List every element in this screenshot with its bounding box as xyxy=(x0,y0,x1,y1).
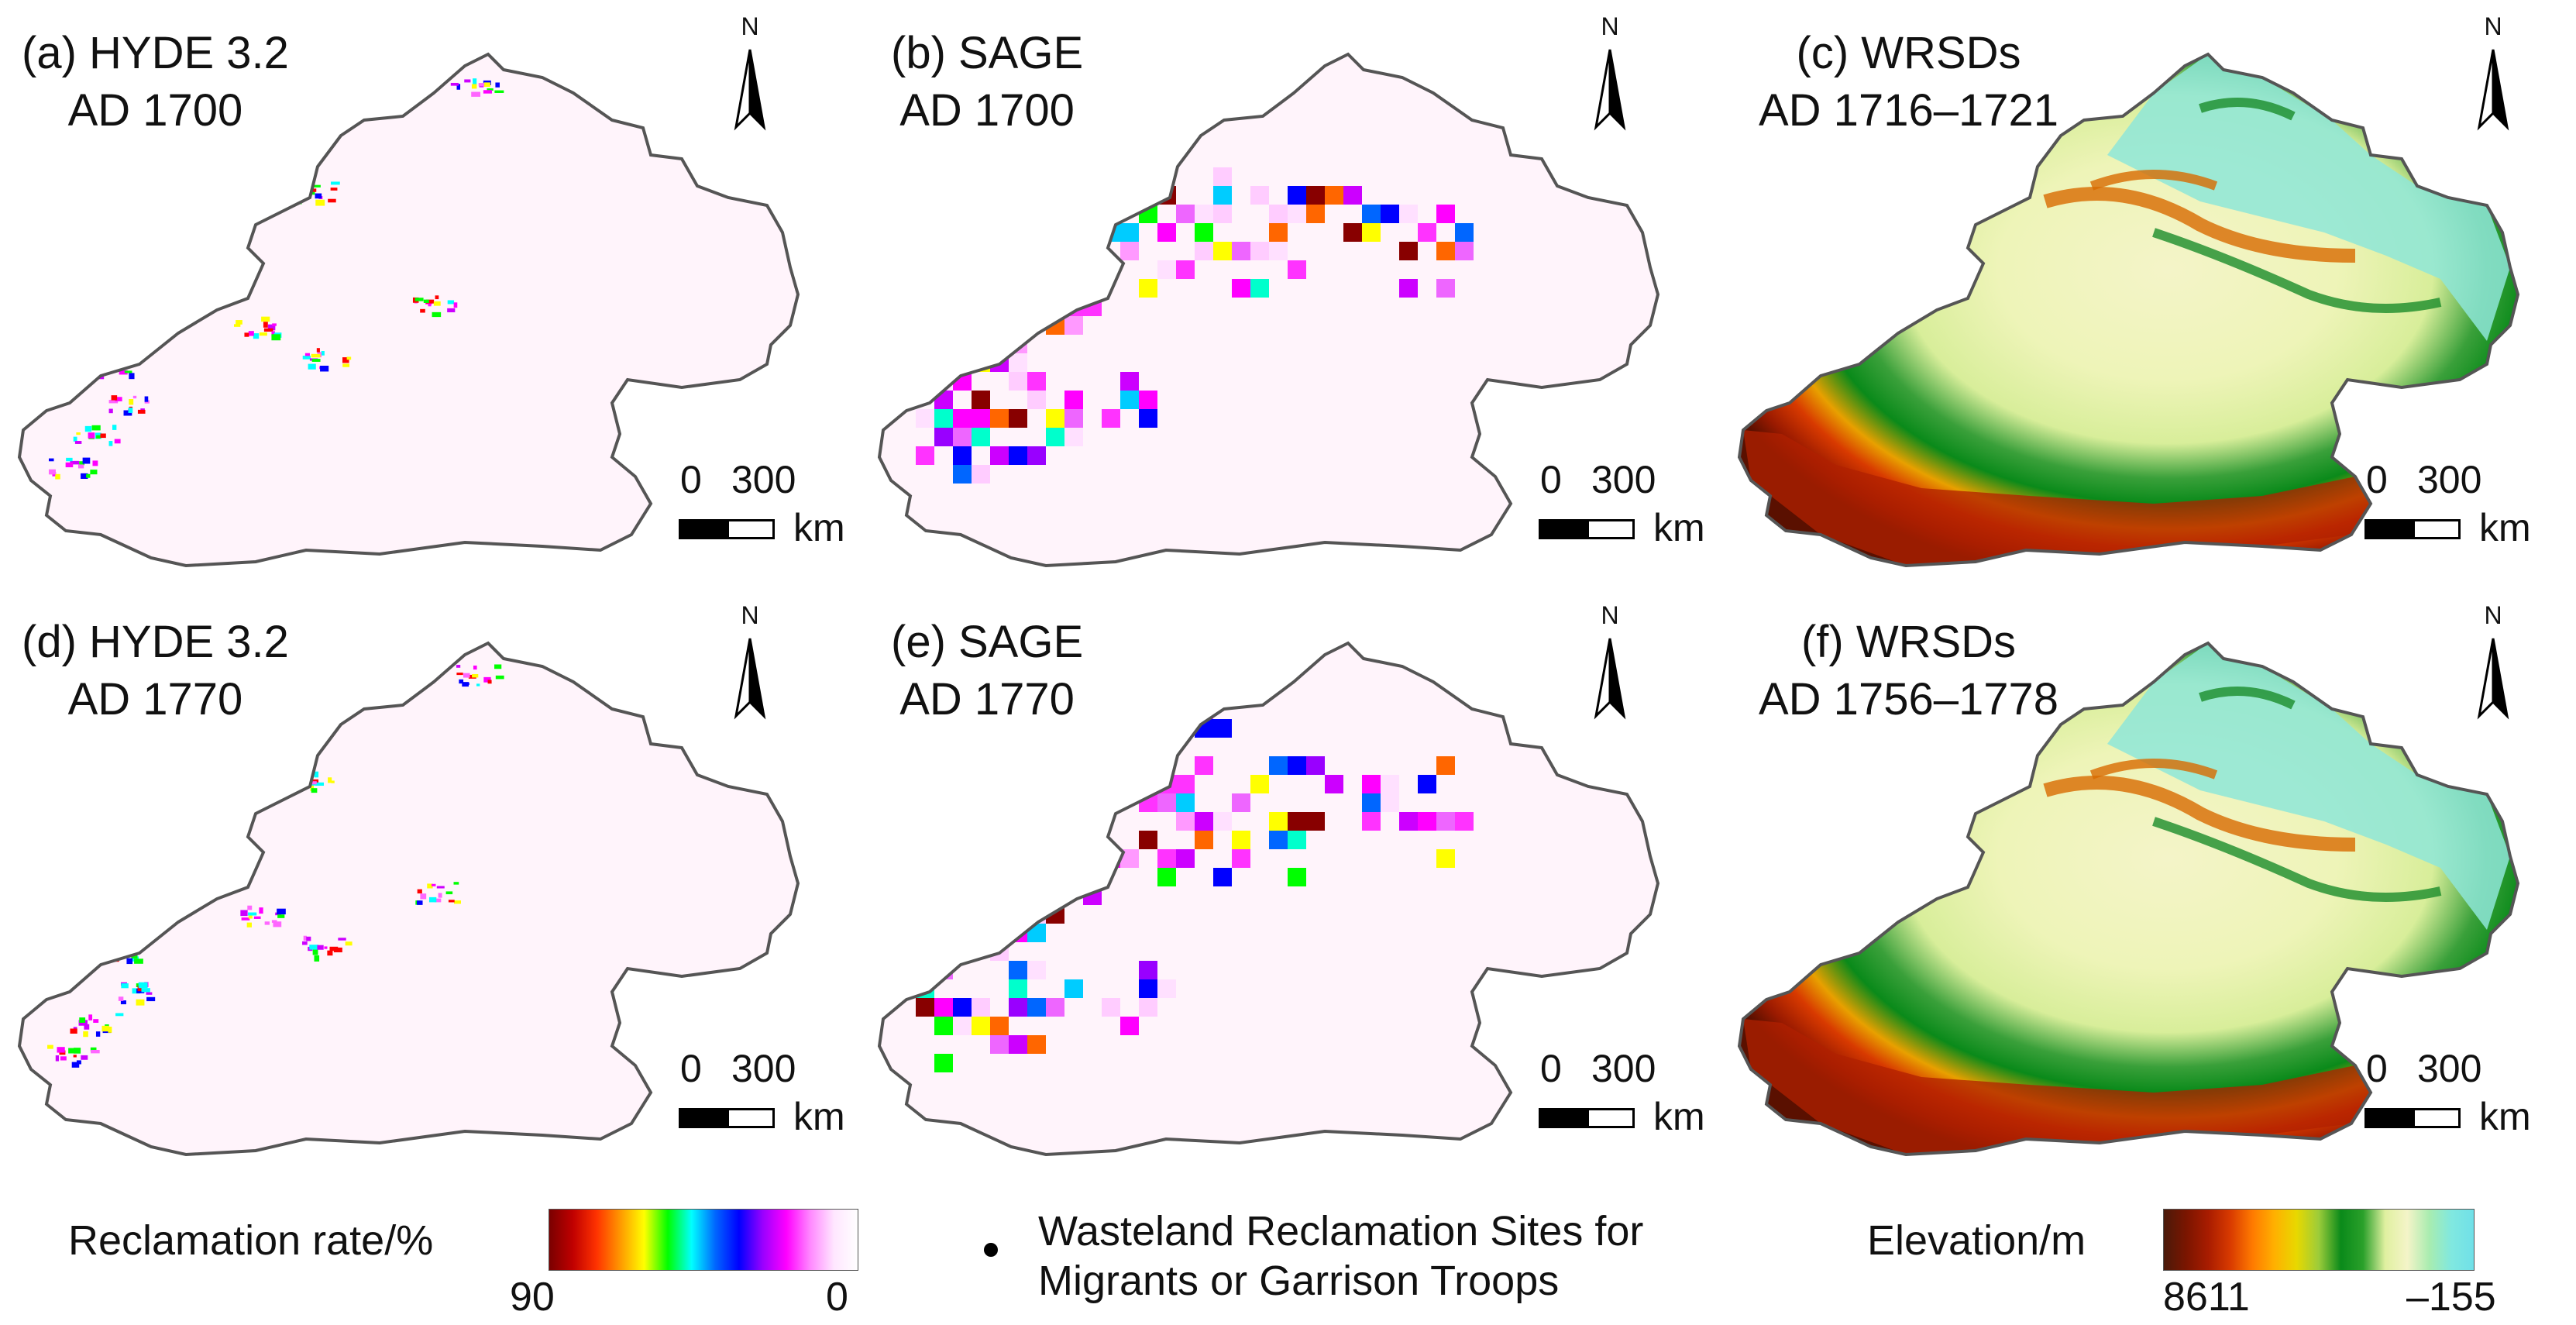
north-label: N xyxy=(1601,12,1619,40)
north-arrow-icon: N xyxy=(727,12,773,131)
map-d xyxy=(17,641,800,1157)
panel-title-b: (b) SAGE AD 1700 xyxy=(891,25,1083,139)
north-label: N xyxy=(741,601,759,629)
panel-title-line2: AD 1770 xyxy=(899,674,1075,724)
panel-title-line1: (d) HYDE 3.2 xyxy=(22,617,289,667)
scale-end-label: 300 xyxy=(1591,1047,1656,1090)
panel-title-d: (d) HYDE 3.2 AD 1770 xyxy=(22,614,289,728)
panel-title-line1: (b) SAGE xyxy=(891,28,1084,78)
scale-end-label: 300 xyxy=(731,458,796,501)
scale-start-label: 0 xyxy=(1540,1047,1562,1090)
scale-end-label: 300 xyxy=(1591,458,1656,501)
sites-legend: Wasteland Reclamation Sites for Migrants… xyxy=(961,1193,1735,1325)
map-panel-f: (f) WRSDs AD 1756–1778 N 0 300 km xyxy=(1720,589,2531,1157)
north-label: N xyxy=(741,12,759,40)
map-f xyxy=(1737,641,2520,1157)
map-b xyxy=(877,52,1660,568)
panel-title-a: (a) HYDE 3.2 AD 1700 xyxy=(22,25,289,139)
map-panel-e: (e) SAGE AD 1770 N 0 300 km xyxy=(860,589,1705,1157)
elevation-min-label: –155 xyxy=(2406,1275,2496,1320)
panel-title-line2: AD 1716–1721 xyxy=(1759,85,2058,136)
sites-legend-line2: Migrants or Garrison Troops xyxy=(1038,1258,1560,1304)
map-e xyxy=(877,641,1660,1157)
scale-start-label: 0 xyxy=(2366,1047,2388,1090)
panel-title-f: (f) WRSDs AD 1756–1778 xyxy=(1759,614,2058,728)
scale-unit-label: km xyxy=(1653,1095,1705,1138)
panel-title-line2: AD 1700 xyxy=(67,85,243,136)
north-arrow-icon: N xyxy=(2470,12,2516,131)
scale-bar-graphic xyxy=(2364,519,2461,539)
scale-bar: 0 300 km xyxy=(1539,457,1717,550)
scale-unit-label: km xyxy=(1653,506,1705,549)
panel-title-line2: AD 1770 xyxy=(67,674,243,724)
map-panel-d: (d) HYDE 3.2 AD 1770 N 0 300 km xyxy=(0,589,845,1157)
region-fill xyxy=(19,643,798,1155)
north-arrow-icon: N xyxy=(1587,601,1633,720)
scale-bar: 0 300 km xyxy=(2364,457,2543,550)
north-label: N xyxy=(2484,601,2502,629)
scale-end-label: 300 xyxy=(2417,1047,2482,1090)
map-panel-a: (a) HYDE 3.2 AD 1700 N 0 300 km xyxy=(0,0,845,568)
region-border xyxy=(877,52,1660,568)
scale-unit-label: km xyxy=(2479,1095,2531,1138)
panel-title-line1: (e) SAGE xyxy=(891,617,1084,667)
region-border xyxy=(17,641,800,1157)
sites-legend-line1: Wasteland Reclamation Sites for xyxy=(1038,1208,1644,1254)
reclamation-legend: Reclamation rate/% 90 0 xyxy=(0,1193,858,1325)
region-border xyxy=(1737,641,2520,1157)
north-label: N xyxy=(2484,12,2502,40)
scale-bar-graphic xyxy=(1539,519,1635,539)
scale-bar: 0 300 km xyxy=(1539,1046,1717,1139)
scale-unit-label: km xyxy=(793,1095,845,1138)
map-c xyxy=(1737,52,2520,568)
reclamation-min-label: 0 xyxy=(826,1275,848,1320)
scale-start-label: 0 xyxy=(680,1047,702,1090)
scale-bar: 0 300 km xyxy=(679,457,857,550)
site-dot-icon xyxy=(984,1243,998,1257)
reclamation-max-label: 90 xyxy=(510,1275,555,1320)
region-fill xyxy=(19,54,798,566)
north-label: N xyxy=(1601,601,1619,629)
scale-bar-graphic xyxy=(2364,1108,2461,1128)
region-border xyxy=(17,52,800,568)
map-a xyxy=(17,52,800,568)
scale-unit-label: km xyxy=(2479,506,2531,549)
panel-title-line2: AD 1700 xyxy=(899,85,1075,136)
region-fill xyxy=(879,643,1658,1155)
panel-title-line2: AD 1756–1778 xyxy=(1759,674,2058,724)
panel-title-line1: (c) WRSDs xyxy=(1796,28,2021,78)
scale-start-label: 0 xyxy=(2366,458,2388,501)
reclamation-legend-title: Reclamation rate/% xyxy=(68,1217,434,1264)
map-panel-c: (c) WRSDs AD 1716–1721 N 0 300 km xyxy=(1720,0,2531,568)
region-border xyxy=(1737,52,2520,568)
panel-title-line1: (f) WRSDs xyxy=(1800,617,2017,667)
reclamation-colorbar xyxy=(549,1209,858,1271)
north-arrow-icon: N xyxy=(1587,12,1633,131)
map-panel-b: (b) SAGE AD 1700 N 0 300 km xyxy=(860,0,1705,568)
panel-title-line1: (a) HYDE 3.2 xyxy=(22,28,289,78)
panel-title-e: (e) SAGE AD 1770 xyxy=(891,614,1083,728)
elevation-legend-title: Elevation/m xyxy=(1867,1217,2086,1264)
scale-bar: 0 300 km xyxy=(2364,1046,2543,1139)
scale-unit-label: km xyxy=(793,506,845,549)
scale-bar-graphic xyxy=(679,519,775,539)
scale-end-label: 300 xyxy=(731,1047,796,1090)
panel-title-c: (c) WRSDs AD 1716–1721 xyxy=(1759,25,2058,139)
scale-bar-graphic xyxy=(1539,1108,1635,1128)
scale-start-label: 0 xyxy=(680,458,702,501)
elevation-colorbar xyxy=(2163,1209,2475,1271)
north-arrow-icon: N xyxy=(2470,601,2516,720)
elevation-max-label: 8611 xyxy=(2163,1275,2250,1320)
elevation-legend: Elevation/m 8611 –155 xyxy=(1844,1193,2576,1325)
scale-start-label: 0 xyxy=(1540,458,1562,501)
north-arrow-icon: N xyxy=(727,601,773,720)
scale-end-label: 300 xyxy=(2417,458,2482,501)
scale-bar: 0 300 km xyxy=(679,1046,857,1139)
scale-bar-graphic xyxy=(679,1108,775,1128)
region-border xyxy=(877,641,1660,1157)
